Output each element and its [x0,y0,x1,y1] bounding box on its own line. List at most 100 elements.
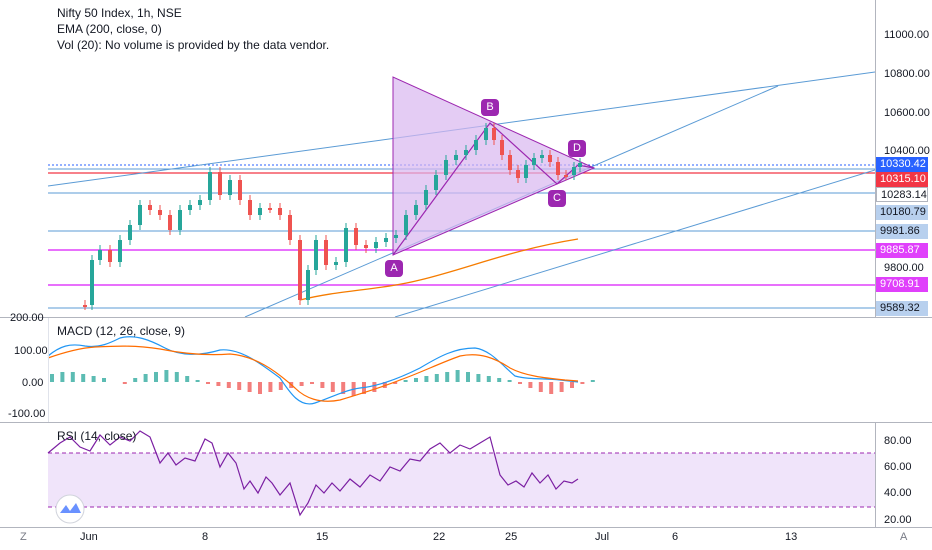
candle-body [128,225,132,240]
pattern-label-c[interactable]: C [548,190,566,207]
candle-body [334,262,338,265]
price-badge-9589: 9589.32 [876,301,928,316]
rsi-pane[interactable]: RSI (14, close) [0,423,875,527]
tradingview-logo[interactable] [55,494,85,524]
candle-body [454,155,458,160]
candle-body [314,240,318,270]
candle-body [208,172,212,200]
rsi-band [48,453,875,507]
macd-histogram-bar [580,382,585,384]
macd-histogram-bar [341,382,346,394]
macd-histogram-bar [268,382,273,392]
candle-body [572,167,576,175]
candle-body [344,228,348,262]
macd-histogram-bar [424,376,429,382]
macd-tick: 0.00 [22,377,44,389]
time-tick: Jun [80,531,98,543]
candle-body [540,155,544,158]
rsi-axis[interactable] [875,423,932,527]
candle-body [178,210,182,230]
pattern-label-d[interactable]: D [568,140,586,157]
macd-histogram-bar [434,374,439,382]
candle-body [414,205,418,215]
price-badge-last: 10330.42 [876,157,928,172]
rsi-line [47,430,579,517]
pane-separator[interactable] [0,317,932,318]
macd-chart[interactable] [0,318,875,422]
candle-body [564,175,568,177]
candle-body [424,190,428,205]
price-pane[interactable]: Nifty 50 Index, 1h, NSE EMA (200, close,… [0,0,875,317]
macd-histogram-bar [258,382,262,394]
macd-histogram-bar [330,382,335,392]
candle-body [288,215,292,240]
candle-body [228,180,232,195]
macd-histogram-bar [299,382,304,386]
macd-histogram-bar [81,374,86,382]
candle-body [444,160,448,175]
time-tick: 15 [316,531,329,543]
price-tick: 11000.00 [884,29,930,41]
macd-histogram-bar [133,378,138,382]
macd-tick: 100.00 [14,345,48,357]
rsi-chart[interactable] [0,423,875,527]
price-tick: 9800.00 [884,262,924,274]
macd-axis[interactable] [875,318,932,422]
candle-body [258,208,262,215]
macd-histogram-bar [590,380,595,382]
candle-body [464,150,468,155]
candle-body [524,165,528,178]
macd-histogram-bar [559,382,564,392]
price-chart[interactable] [0,0,875,317]
rsi-tick: 60.00 [884,461,912,473]
auto-scale-button[interactable]: A [900,531,908,543]
price-axis[interactable] [875,0,932,317]
macd-histogram-bar [455,370,460,382]
candle-body [158,210,162,215]
candle-body [508,155,512,170]
candle-body [306,270,310,300]
price-tick: 10600.00 [884,107,930,119]
macd-histogram-bar [226,382,231,388]
macd-histogram-bar [278,382,283,390]
candle-body [384,238,388,242]
price-badge-red: 10315.10 [876,172,928,187]
candle-body [118,240,122,262]
macd-histogram-bar [102,378,106,382]
candle-body [83,305,87,307]
macd-histogram-bar [403,380,408,382]
rsi-label: RSI (14, close) [57,429,137,443]
price-tick: 10800.00 [884,68,930,80]
macd-histogram-bar [372,382,377,392]
price-badge-9885: 9885.87 [876,243,928,258]
pattern-label-a[interactable]: A [385,260,403,277]
candle-body [168,215,172,230]
trendline-lower [394,169,875,317]
macd-histogram-bar [320,382,325,388]
macd-label: MACD (12, 26, close, 9) [57,324,186,338]
macd-histogram-bar [538,382,543,392]
candle-body [268,208,272,210]
pane-separator[interactable] [0,422,932,423]
candle-body [394,235,398,238]
macd-histogram-bar [393,382,398,384]
macd-histogram-bar [185,376,190,382]
candle-body [404,215,408,235]
macd-histogram-bar [122,382,127,384]
time-tick: 13 [785,531,798,543]
macd-histogram-bar [60,372,65,382]
candle-body [548,155,552,162]
pattern-label-b[interactable]: B [481,99,499,116]
candle-body [298,240,302,300]
price-badge-9981: 9981.86 [876,224,928,239]
zoom-button[interactable]: Z [20,531,27,543]
candles [83,123,582,310]
macd-histogram-bar [507,380,512,382]
ema-line [299,238,579,301]
macd-histogram-bar [174,372,179,382]
macd-pane[interactable]: MACD (12, 26, close, 9) [0,318,875,422]
legend-title: Nifty 50 Index, 1h, NSE [57,6,182,20]
time-tick: 25 [505,531,518,543]
candle-body [500,140,504,155]
macd-histogram-bar [91,376,96,382]
